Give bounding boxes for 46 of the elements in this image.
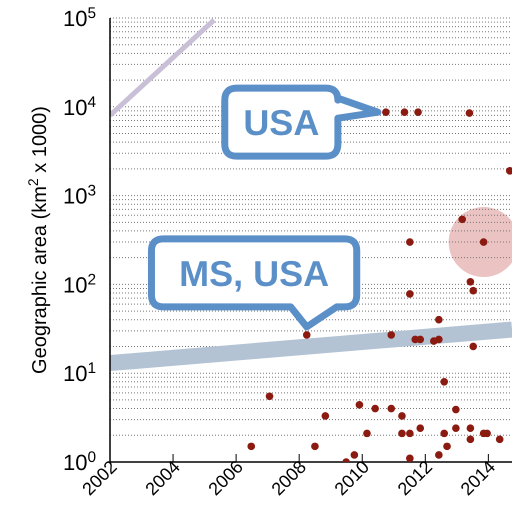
point	[435, 451, 443, 459]
point	[496, 436, 504, 444]
point	[302, 331, 311, 339]
y-tick-label: 10$^{5}$	[62, 4, 96, 31]
speech-bubble: USA	[221, 84, 382, 160]
point	[435, 336, 443, 344]
point	[350, 451, 358, 459]
point	[458, 216, 466, 224]
point	[452, 424, 460, 432]
point	[466, 278, 474, 286]
point	[382, 108, 390, 116]
point	[311, 442, 319, 450]
point	[452, 406, 460, 414]
point	[400, 108, 408, 116]
point	[406, 238, 414, 246]
point	[506, 167, 512, 175]
point	[247, 442, 256, 450]
annotation: MS, USA	[179, 252, 330, 294]
y-tick-label: 10$^{2}$	[62, 270, 96, 298]
y-tick-label: 10$^{1}$	[62, 360, 96, 386]
point	[398, 430, 406, 438]
y-tick-label: 10$^{3}$	[62, 182, 96, 209]
point	[469, 342, 478, 350]
point	[440, 378, 448, 386]
point	[322, 412, 330, 420]
y-tick-label: 10$^{4}$	[62, 93, 96, 120]
point	[387, 404, 396, 412]
point	[443, 442, 451, 450]
annotation: USA	[243, 102, 320, 144]
point	[466, 109, 474, 117]
point	[416, 424, 424, 432]
point	[387, 331, 396, 339]
point	[414, 108, 422, 116]
point	[435, 316, 443, 324]
point	[398, 412, 406, 420]
point	[406, 290, 414, 298]
point	[356, 401, 364, 409]
point	[466, 436, 474, 444]
point	[406, 430, 414, 438]
point	[469, 286, 478, 294]
point	[266, 392, 274, 400]
point	[363, 430, 371, 438]
speech-bubble: MS, USA	[148, 235, 360, 330]
point	[440, 430, 448, 438]
point	[466, 424, 474, 432]
point	[371, 404, 379, 412]
